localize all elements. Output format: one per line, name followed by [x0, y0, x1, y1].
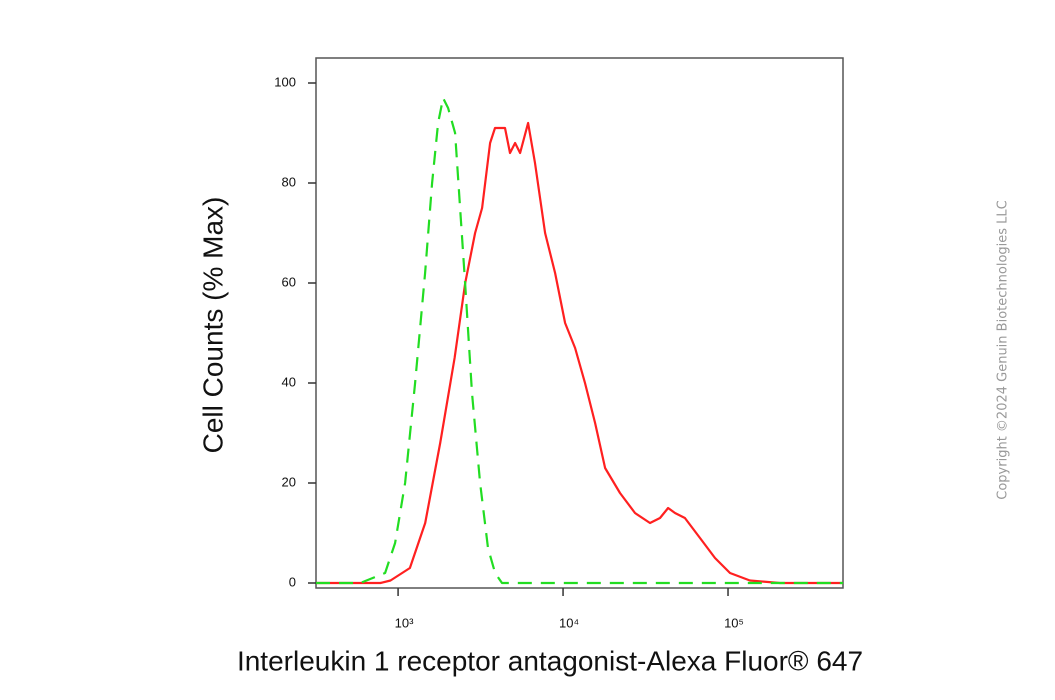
- y-tick-label: 40: [282, 374, 296, 389]
- x-tick-label: 10⁴: [559, 615, 579, 630]
- x-tick-label: 10⁵: [724, 615, 744, 630]
- series-line: [316, 121, 843, 585]
- y-tick-label: 100: [274, 74, 296, 89]
- y-tick-label: 80: [282, 174, 296, 189]
- copyright: Copyright ©2024 Genuin Biotechnologies L…: [996, 200, 1011, 499]
- x-tick-label: 10³: [395, 615, 414, 630]
- y-tick-label: 60: [282, 274, 296, 289]
- y-tick-label: 0: [289, 574, 296, 589]
- y-axis-title: Cell Counts (% Max): [197, 197, 228, 454]
- series-line: [316, 96, 843, 585]
- plot-frame: [315, 57, 844, 589]
- y-tick-label: 20: [282, 474, 296, 489]
- x-axis-title: Interleukin 1 receptor antagonist-Alexa …: [237, 645, 863, 676]
